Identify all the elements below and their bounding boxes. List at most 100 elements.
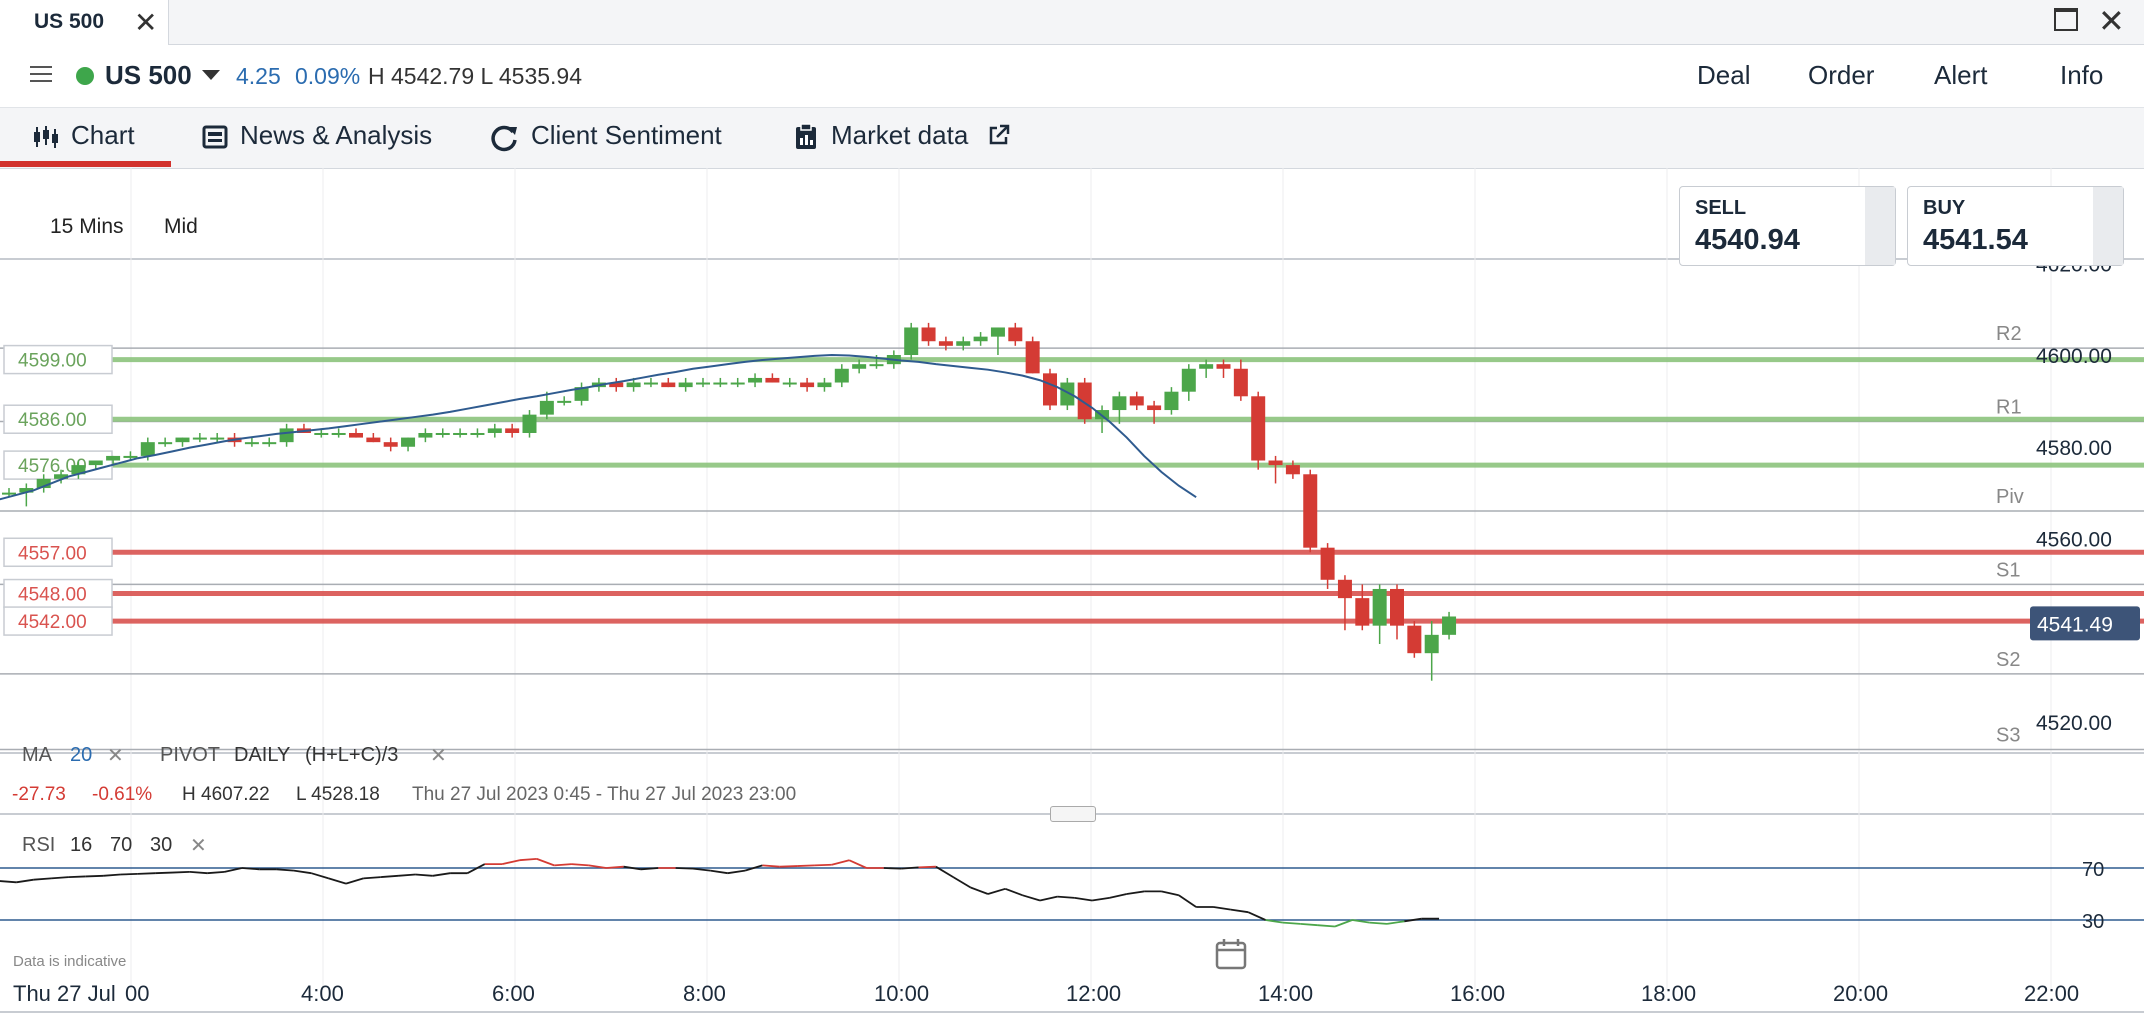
period-high: H 4607.22 [182,784,270,805]
remove-pivot-icon[interactable]: ✕ [430,745,447,767]
candle-body [522,414,537,433]
candle-body [713,382,728,385]
time-tick-label-0: 00 [125,981,149,1006]
candle-body [626,382,641,388]
rsi-segment [0,880,17,884]
rsi-period[interactable]: 16 [70,834,93,856]
remove-ma-icon[interactable]: ✕ [107,745,124,767]
timeframe-selector[interactable]: 15 Mins [50,215,124,238]
time-tick-label-3: 8:00 [683,981,726,1006]
ma-period[interactable]: 20 [70,744,93,766]
window-tab[interactable] [0,0,169,45]
candle-body [574,387,589,401]
rsi-segment [85,874,104,878]
rsi-segment [397,873,416,877]
rsi-segment [50,876,69,880]
candle-body [36,478,51,489]
rsi-lower-level[interactable]: 30 [150,834,173,856]
candle-body [244,442,259,445]
time-tick-label-10: 22:00 [2024,981,2079,1006]
buy-quote-strip [2093,187,2123,265]
alert-label-box-0 [3,344,113,375]
rsi-segment [224,867,243,873]
time-tick-label-5: 12:00 [1066,981,1121,1006]
alert-label-4: 4548.00 [18,585,87,606]
rsi-segment [501,859,520,865]
chevron-down-icon[interactable] [202,70,220,80]
candle-body [1390,588,1404,626]
hamburger-menu-icon[interactable] [30,66,52,82]
window-close-icon[interactable]: ✕ [2098,3,2125,39]
pivot-type[interactable]: DAILY [234,744,291,766]
candle-body [817,382,832,388]
candle-body [678,382,693,388]
period-range: Thu 27 Jul 2023 0:45 - Thu 27 Jul 2023 2… [412,784,797,805]
candle-body [1043,373,1057,406]
external-link-icon[interactable] [988,124,1010,151]
buy-price: 4541.54 [1923,224,2028,256]
candle-body [487,428,502,433]
rsi-segment [103,873,121,877]
info-button[interactable]: Info [2060,60,2104,90]
rsi-segment [1126,890,1145,895]
candle-body [643,382,658,385]
period-change-percent: -0.61% [92,784,153,805]
order-button[interactable]: Order [1808,60,1875,90]
period-low: L 4528.18 [296,784,380,805]
price-tick-label-2: 4580.00 [2036,437,2112,460]
candle-body [505,428,520,433]
period-change: -27.73 [12,784,66,805]
deal-button[interactable]: Deal [1697,60,1751,90]
candle-body [1268,460,1283,466]
clipboard-icon [794,123,818,156]
maximize-icon[interactable] [2054,8,2078,31]
time-tick-label-9: 20:00 [1833,981,1888,1006]
candle-body [1181,368,1196,392]
price-type-selector[interactable]: Mid [164,215,198,238]
candle-body [1129,396,1144,406]
instrument-name[interactable]: US 500 [105,60,192,90]
rsi-label: RSI [22,834,56,856]
tab-close-icon[interactable]: ✕ [134,7,158,38]
candle-body [401,437,416,447]
pivot-formula[interactable]: (H+L+C)/3 [305,744,399,766]
candle-body [1337,579,1352,599]
alert-label-box-3 [3,537,113,568]
rsi-segment [588,864,607,869]
candle-body [765,377,780,383]
rsi-segment [1352,919,1370,924]
rsi-segment [987,887,1006,895]
rsi-segment [1161,890,1179,897]
candle-body [1355,598,1370,626]
rsi-segment [692,867,711,872]
candle-body [435,432,450,435]
tab-market-data[interactable]: Market data [831,120,969,150]
panel-resize-handle[interactable] [1050,806,1096,822]
rsi-segment [293,869,312,875]
sell-quote-button[interactable]: SELL 4540.94 [1679,186,1896,266]
ma-label: MA [22,744,52,766]
rsi-segment [380,874,399,878]
section-tabs [0,108,2144,169]
pivot-label: PIVOT [160,744,221,766]
rsi-segment [311,872,329,880]
rsi-segment [1057,895,1075,899]
rsi-upper-level[interactable]: 70 [110,834,133,856]
rsi-segment [155,871,173,875]
price-chart[interactable]: R2 R1 Piv S1 S2 S3 4599.00 4586.00 4576.00 4557.… [0,168,2144,1016]
candle-body [904,327,919,355]
alert-button[interactable]: Alert [1934,60,1988,90]
candle-body [1199,364,1214,369]
calendar-icon[interactable] [1215,938,1247,975]
remove-rsi-icon[interactable]: ✕ [190,835,207,857]
rsi-segment [710,869,728,875]
current-price-tag [2030,606,2140,641]
candle-body [1407,625,1422,654]
market-status-icon [76,67,94,85]
buy-quote-button[interactable]: BUY 4541.54 [1907,186,2124,266]
candle-body [852,364,867,369]
tab-chart[interactable]: Chart [71,120,135,150]
rsi-segment [1300,923,1318,927]
tab-client-sentiment[interactable]: Client Sentiment [531,120,722,150]
tab-news-analysis[interactable]: News & Analysis [240,120,433,150]
